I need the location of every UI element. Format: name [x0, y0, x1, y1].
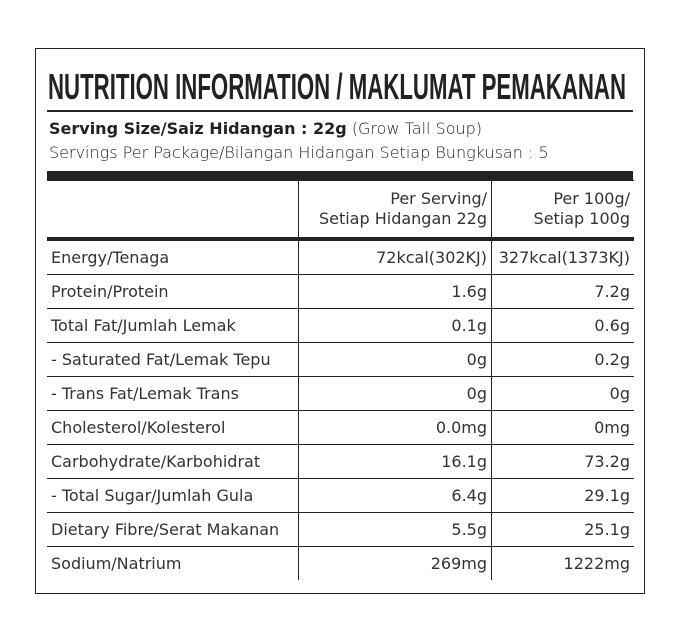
nutrient-value: 0g [298, 376, 492, 411]
serving-size-note: (Grow Tall Soup) [351, 119, 483, 138]
nutrient-value: 6.4g [298, 478, 492, 513]
nutrient-name: Sodium/Natrium [47, 546, 299, 580]
nutrient-name: Carbohydrate/Karbohidrat [47, 444, 299, 479]
nutrient-value: 0.1g [298, 308, 492, 343]
table-row: Carbohydrate/Karbohidrat 16.1g 73.2g [47, 444, 634, 479]
header-text: Per Serving/ [390, 189, 487, 208]
nutrient-name: - Total Sugar/Jumlah Gula [47, 478, 299, 513]
title: NUTRITION INFORMATION / MAKLUMAT PEMAKAN… [48, 66, 626, 107]
nutrient-value: 0g [298, 342, 492, 377]
thick-rule [47, 171, 633, 180]
nutrient-name: Cholesterol/Kolesterol [47, 410, 299, 445]
table-row: Energy/Tenaga 72kcal(302KJ) 327kcal(1373KJ… [47, 238, 634, 275]
serving-size: Serving Size/Saiz Hidangan : 22g (Grow T… [49, 119, 482, 138]
nutrient-value: 0.2g [491, 342, 634, 377]
nutrition-table: Per Serving/Setiap Hidangan 22g Per 100g/… [47, 180, 634, 580]
header-text: Setiap Hidangan 22g [318, 209, 487, 228]
nutrient-value: 327kcal(1373KJ) [491, 238, 634, 275]
rule [47, 110, 633, 112]
nutrition-label: NUTRITION INFORMATION / MAKLUMAT PEMAKAN… [35, 48, 645, 594]
nutrient-name: Protein/Protein [47, 274, 299, 309]
table-row: - Saturated Fat/Lemak Tepu 0g 0.2g [47, 342, 634, 377]
serving-size-label: Serving Size/Saiz Hidangan : 22g [49, 119, 347, 138]
nutrient-name: Dietary Fibre/Serat Makanan [47, 512, 299, 547]
nutrient-value: 0mg [491, 410, 634, 445]
table-row: Cholesterol/Kolesterol 0.0mg 0mg [47, 410, 634, 445]
servings-per-package: Servings Per Package/Bilangan Hidangan S… [49, 143, 549, 162]
table-row: Protein/Protein 1.6g 7.2g [47, 274, 634, 309]
title-box: NUTRITION INFORMATION / MAKLUMAT PEMAKAN… [48, 66, 626, 107]
header-text: Setiap 100g [533, 209, 630, 228]
table-row: Dietary Fibre/Serat Makanan 5.5g 25.1g [47, 512, 634, 547]
header-cell [47, 180, 299, 241]
nutrient-value: 1.6g [298, 274, 492, 309]
nutrient-value: 73.2g [491, 444, 634, 479]
nutrient-value: 5.5g [298, 512, 492, 547]
nutrient-name: - Trans Fat/Lemak Trans [47, 376, 299, 411]
header-cell: Per Serving/Setiap Hidangan 22g [298, 180, 492, 241]
nutrient-value: 25.1g [491, 512, 634, 547]
header-text: Per 100g/ [553, 189, 630, 208]
nutrient-name: Total Fat/Jumlah Lemak [47, 308, 299, 343]
nutrient-value: 0.6g [491, 308, 634, 343]
table-row: - Total Sugar/Jumlah Gula 6.4g 29.1g [47, 478, 634, 513]
table-row: - Trans Fat/Lemak Trans 0g 0g [47, 376, 634, 411]
nutrient-name: - Saturated Fat/Lemak Tepu [47, 342, 299, 377]
table-row: Sodium/Natrium 269mg 1222mg [47, 546, 634, 580]
nutrient-value: 72kcal(302KJ) [298, 238, 492, 275]
nutrient-name: Energy/Tenaga [47, 238, 299, 275]
table-row: Total Fat/Jumlah Lemak 0.1g 0.6g [47, 308, 634, 343]
nutrient-value: 7.2g [491, 274, 634, 309]
header-row: Per Serving/Setiap Hidangan 22g Per 100g/… [47, 180, 634, 241]
nutrient-value: 0g [491, 376, 634, 411]
nutrient-value: 1222mg [491, 546, 634, 580]
nutrient-value: 269mg [298, 546, 492, 580]
nutrient-value: 0.0mg [298, 410, 492, 445]
nutrient-value: 29.1g [491, 478, 634, 513]
nutrient-value: 16.1g [298, 444, 492, 479]
header-cell: Per 100g/Setiap 100g [491, 180, 634, 241]
